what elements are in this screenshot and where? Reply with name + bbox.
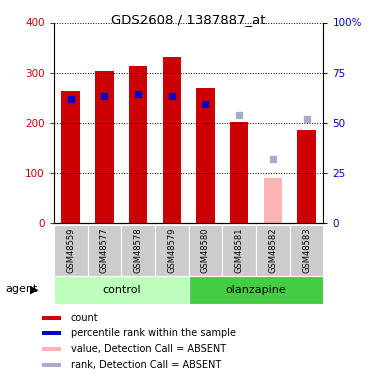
Text: GDS2608 / 1387887_at: GDS2608 / 1387887_at: [111, 13, 266, 26]
Bar: [62, 91, 80, 223]
Bar: [256, 225, 290, 276]
Text: value, Detection Call = ABSENT: value, Detection Call = ABSENT: [71, 344, 226, 354]
Bar: [162, 57, 181, 223]
Text: control: control: [102, 285, 141, 295]
Bar: [88, 225, 121, 276]
Text: GSM48579: GSM48579: [167, 228, 176, 273]
Text: count: count: [71, 313, 98, 323]
Bar: [95, 70, 114, 223]
Bar: [42, 332, 60, 335]
Bar: [54, 276, 189, 304]
Bar: [230, 122, 248, 223]
Bar: [297, 130, 316, 223]
Text: ▶: ▶: [30, 285, 38, 294]
Bar: [42, 316, 60, 320]
Bar: [189, 225, 223, 276]
Text: GSM48578: GSM48578: [134, 228, 142, 273]
Bar: [290, 225, 323, 276]
Bar: [129, 66, 147, 223]
Bar: [223, 225, 256, 276]
Text: GSM48581: GSM48581: [235, 228, 244, 273]
Bar: [155, 225, 189, 276]
Bar: [121, 225, 155, 276]
Text: rank, Detection Call = ABSENT: rank, Detection Call = ABSENT: [71, 360, 221, 370]
Bar: [42, 363, 60, 367]
Bar: [196, 88, 215, 223]
Text: olanzapine: olanzapine: [226, 285, 286, 295]
Text: GSM48577: GSM48577: [100, 228, 109, 273]
Text: agent: agent: [6, 285, 38, 294]
Bar: [42, 347, 60, 351]
Bar: [54, 225, 88, 276]
Text: percentile rank within the sample: percentile rank within the sample: [71, 328, 236, 338]
Text: GSM48580: GSM48580: [201, 228, 210, 273]
Bar: [264, 178, 282, 223]
Text: GSM48559: GSM48559: [66, 228, 75, 273]
Text: GSM48583: GSM48583: [302, 228, 311, 273]
Text: GSM48582: GSM48582: [268, 228, 277, 273]
Bar: [189, 276, 323, 304]
